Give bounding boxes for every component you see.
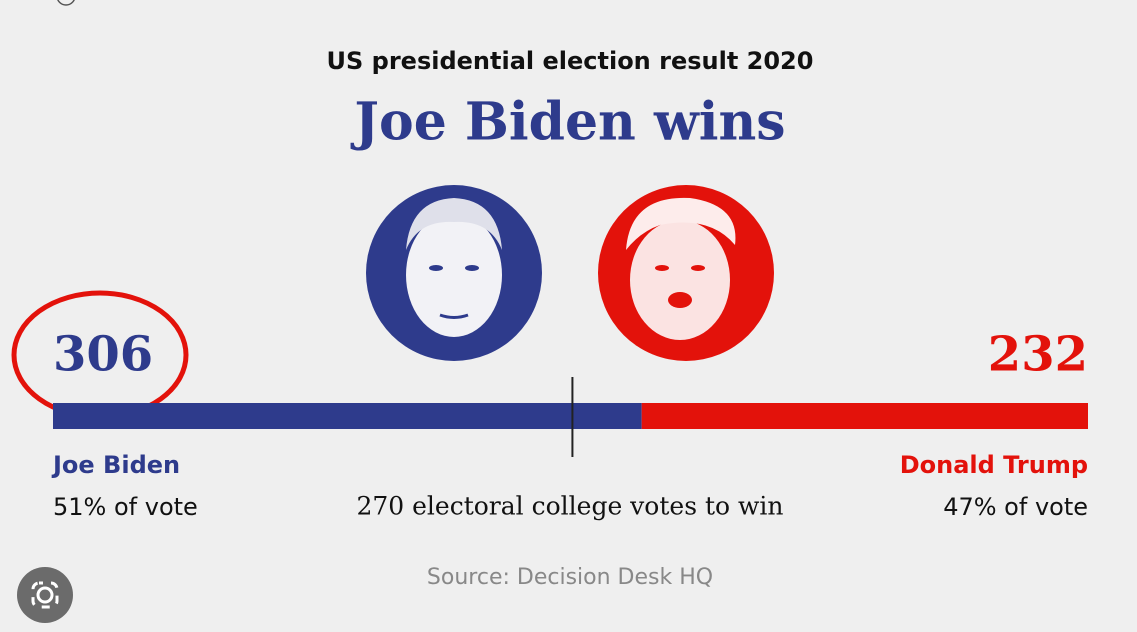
legend-name: Joe Biden [51, 451, 180, 479]
value-label: 306 [53, 327, 153, 383]
bar-segment [53, 403, 642, 429]
lens-icon [17, 567, 73, 623]
trump-portrait [598, 185, 774, 361]
threshold-label: 270 electoral college votes to win [356, 492, 783, 521]
corner-icon [57, 0, 75, 6]
value-label: 232 [988, 327, 1088, 383]
legend-name: Donald Trump [900, 451, 1088, 479]
source: Source: Decision Desk HQ [427, 565, 713, 590]
biden-portrait [366, 185, 542, 361]
vote-share: 51% of vote [53, 493, 198, 521]
chart-subtitle: US presidential election result 2020 [327, 47, 814, 75]
vote-share: 47% of vote [943, 493, 1088, 521]
bar-segment [641, 403, 1088, 429]
chart-title: Joe Biden wins [350, 92, 785, 153]
